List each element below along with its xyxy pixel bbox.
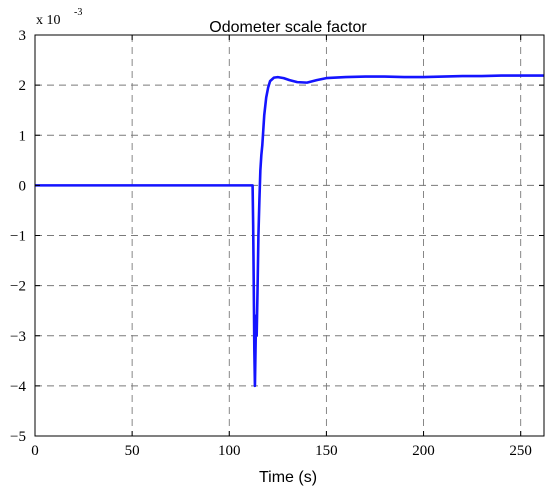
y-tick-label: 3 <box>19 28 27 44</box>
y-tick-labels: 3 2 1 0 −1 −2 −3 −4 −5 <box>10 28 26 445</box>
y-exponent-base: x 10 <box>36 13 61 28</box>
chart-title: Odometer scale factor <box>209 19 367 36</box>
y-tick-label: −3 <box>10 329 26 345</box>
x-axis-label: Time (s) <box>259 469 317 486</box>
tick-marks <box>34 34 544 437</box>
x-tick-label: 0 <box>31 443 39 459</box>
y-tick-label: −4 <box>10 379 26 395</box>
series-line <box>35 74 544 388</box>
x-tick-label: 150 <box>315 443 338 459</box>
y-tick-label: 0 <box>19 178 27 194</box>
x-tick-label: 200 <box>412 443 435 459</box>
y-tick-label: −1 <box>10 229 26 245</box>
y-exponent-power: -3 <box>74 7 82 18</box>
y-tick-label: −2 <box>10 279 26 295</box>
x-tick-labels: 0 50 100 150 200 250 <box>31 443 532 459</box>
grid-lines <box>35 35 544 436</box>
y-tick-label: −5 <box>10 429 26 445</box>
y-tick-label: 2 <box>19 78 27 94</box>
y-tick-label: 1 <box>19 128 27 144</box>
x-tick-label: 250 <box>509 443 532 459</box>
x-tick-label: 100 <box>218 443 241 459</box>
series-layer <box>35 74 544 388</box>
x-tick-label: 50 <box>125 443 140 459</box>
